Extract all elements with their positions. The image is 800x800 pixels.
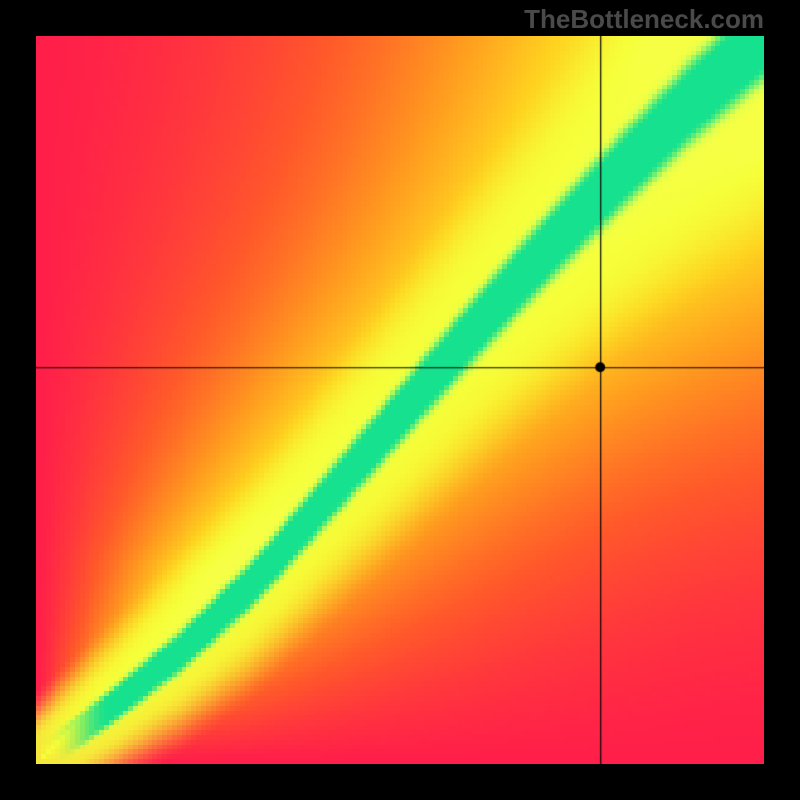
watermark-text: TheBottleneck.com — [524, 4, 764, 35]
chart-container: TheBottleneck.com — [0, 0, 800, 800]
overlay-canvas — [36, 36, 764, 764]
